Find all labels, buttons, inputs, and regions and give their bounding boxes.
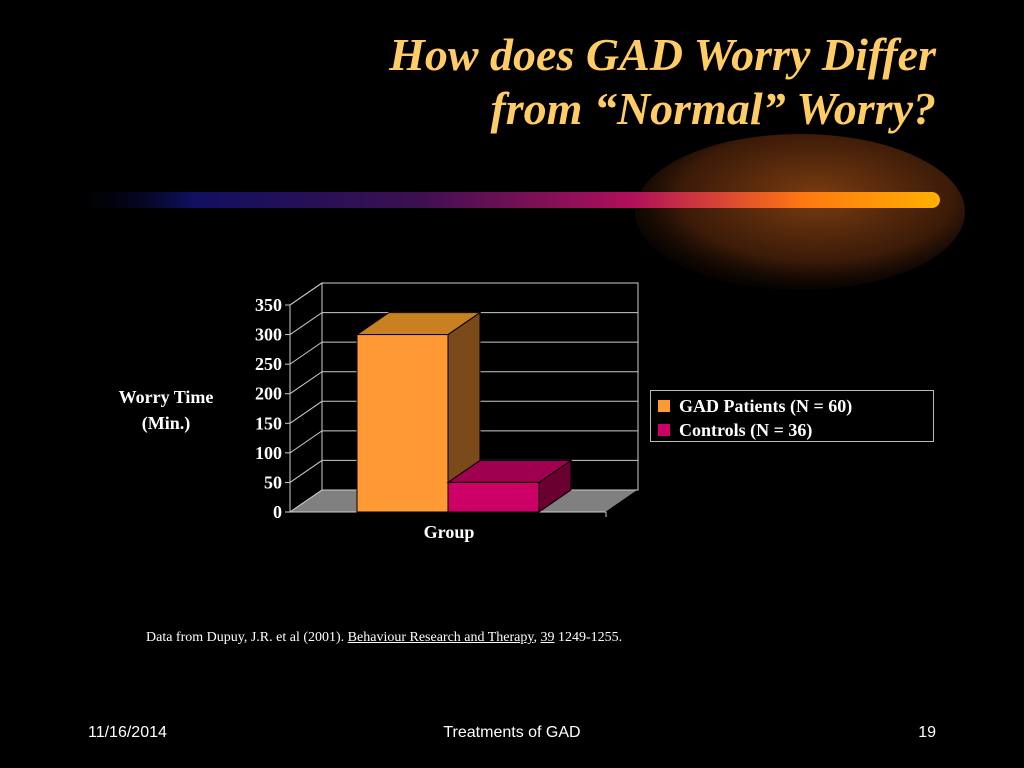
y-tick-label: 350 bbox=[255, 295, 282, 315]
citation-pages: 1249-1255. bbox=[554, 630, 623, 645]
gridline bbox=[289, 282, 638, 306]
bar-gad-patients bbox=[356, 334, 449, 513]
y-tick-label: 150 bbox=[255, 413, 282, 433]
y-axis-title-line-1: Worry Time bbox=[119, 387, 214, 407]
legend-item-controls: Controls (N = 36) bbox=[657, 419, 812, 441]
y-tick-label: 100 bbox=[255, 443, 282, 463]
chart-side-wall bbox=[289, 282, 323, 513]
y-tick-label: 250 bbox=[255, 354, 282, 374]
title-line-1: How does GAD Worry Differ bbox=[389, 29, 936, 80]
legend-swatch-controls bbox=[657, 423, 671, 437]
legend-swatch-gad bbox=[657, 399, 671, 413]
footer-page-number: 19 bbox=[918, 724, 936, 741]
citation-prefix: Data from Dupuy, J.R. et al (2001). bbox=[146, 630, 348, 645]
footer-date: 11/16/2014 bbox=[88, 724, 167, 741]
legend-label-gad: GAD Patients (N = 60) bbox=[679, 395, 853, 416]
y-tick-label: 50 bbox=[264, 472, 282, 492]
legend-item-gad: GAD Patients (N = 60) bbox=[657, 395, 852, 417]
y-tick-label: 300 bbox=[255, 325, 282, 345]
chart-legend: GAD Patients (N = 60) Controls (N = 36) bbox=[650, 390, 934, 442]
slide-title: How does GAD Worry Differ from “Normal” … bbox=[36, 28, 936, 136]
bar-controls bbox=[447, 481, 540, 513]
x-axis-title: Group bbox=[424, 522, 475, 542]
y-tick-label: 200 bbox=[255, 384, 282, 404]
title-line-2: from “Normal” Worry? bbox=[490, 83, 936, 134]
citation: Data from Dupuy, J.R. et al (2001). Beha… bbox=[146, 630, 622, 646]
gradient-bar bbox=[60, 192, 940, 208]
gridline bbox=[289, 341, 638, 365]
legend-label-controls: Controls (N = 36) bbox=[679, 419, 813, 440]
orange-glow bbox=[635, 134, 965, 290]
citation-volume-link[interactable]: 39 bbox=[540, 630, 555, 645]
gridline bbox=[289, 400, 638, 424]
y-axis-title-line-2: (Min.) bbox=[142, 413, 191, 434]
citation-journal-link[interactable]: Behaviour Research and Therapy bbox=[347, 630, 534, 645]
gridline bbox=[289, 312, 638, 335]
gridline bbox=[289, 430, 638, 454]
citation-sep: , bbox=[533, 630, 541, 645]
gridline bbox=[289, 371, 638, 395]
y-tick-label: 0 bbox=[273, 502, 282, 522]
footer-title: Treatments of GAD bbox=[443, 724, 581, 741]
